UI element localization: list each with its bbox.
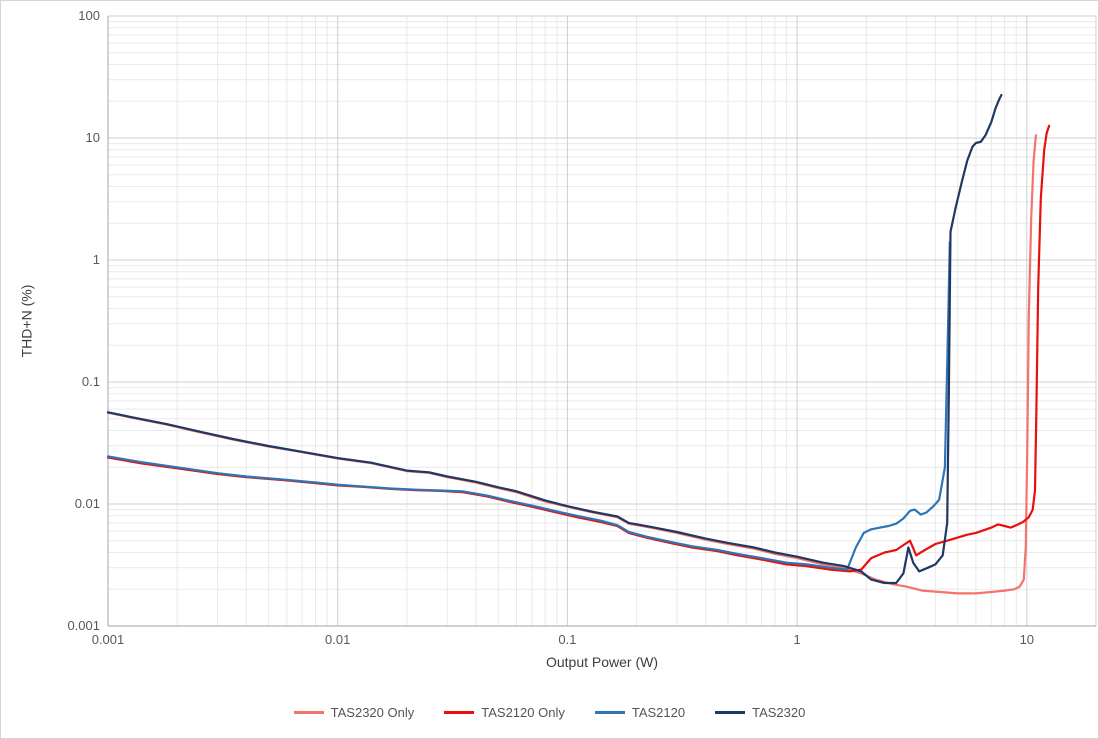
series-line-tas2320 xyxy=(106,93,1003,585)
legend-line-swatch xyxy=(715,711,746,714)
legend-label: TAS2320 xyxy=(752,705,806,720)
y-tick-label: 0.001 xyxy=(67,618,100,633)
legend-item-tas2120: TAS2120 xyxy=(594,705,686,720)
legend-line-swatch xyxy=(444,711,475,714)
legend-label: TAS2120 Only xyxy=(481,705,565,720)
legend-label: TAS2120 xyxy=(631,705,686,720)
legend-line-swatch xyxy=(293,711,324,714)
y-tick-label: 0.01 xyxy=(75,496,100,511)
x-tick-label: 10 xyxy=(1020,632,1034,647)
series-line-tas2320-only xyxy=(106,134,1037,595)
x-axis-title: Output Power (W) xyxy=(545,654,659,670)
series-line-tas2120 xyxy=(106,241,951,571)
legend-item-tas2120-only: TAS2120 Only xyxy=(444,705,565,720)
y-tick-label: 100 xyxy=(78,8,100,23)
y-tick-label: 1 xyxy=(93,252,100,267)
y-tick-label: 0.1 xyxy=(82,374,100,389)
legend-item-tas2320-only: TAS2320 Only xyxy=(293,705,415,720)
series-line-tas2120-only xyxy=(106,124,1051,573)
legend-line-swatch xyxy=(594,711,625,714)
legend-item-tas2320: TAS2320 xyxy=(715,705,805,720)
x-tick-label: 1 xyxy=(793,632,800,647)
x-tick-label: 0.01 xyxy=(325,632,350,647)
legend-label: TAS2320 Only xyxy=(330,705,415,720)
x-tick-label: 0.1 xyxy=(558,632,576,647)
x-tick-label: 0.001 xyxy=(92,632,125,647)
legend: TAS2320 Only TAS2120 Only TAS2120 TAS2320 xyxy=(1,705,1098,720)
y-tick-label: 10 xyxy=(86,130,100,145)
